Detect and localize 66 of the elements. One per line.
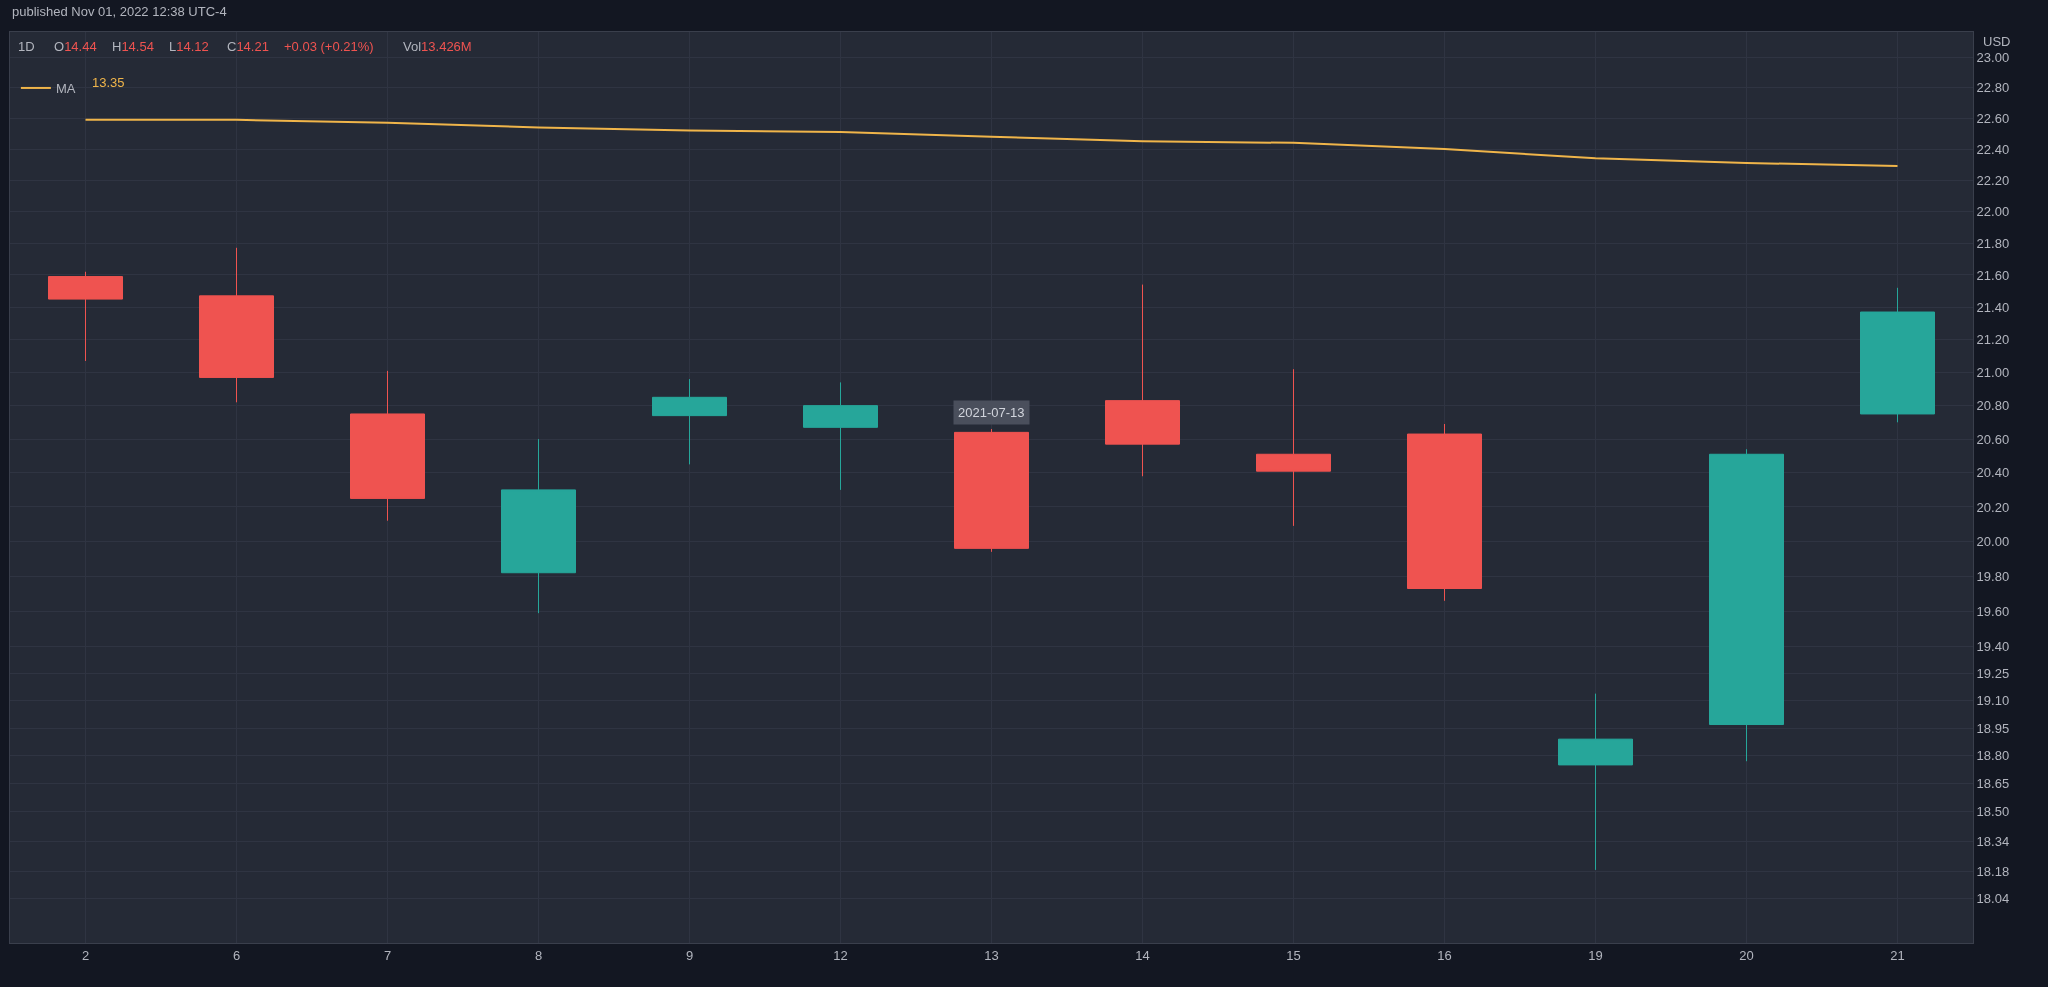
candlestick <box>48 271 123 362</box>
y-tick-label: 19.80 <box>1976 568 2010 584</box>
y-tick-label: 18.04 <box>1976 891 2010 907</box>
y-tick-label: 21.20 <box>1976 332 2010 348</box>
annotation: L14.12 <box>169 39 209 54</box>
y-tick-label: 20.00 <box>1976 533 2010 549</box>
x-tick-label: 20 <box>1739 947 1754 963</box>
legend-label: MA <box>55 81 76 97</box>
x-tick-label: 12 <box>833 947 848 963</box>
candlestick <box>1860 287 1935 423</box>
candlestick <box>1407 423 1482 602</box>
y-tick-label: 20.60 <box>1976 431 2010 447</box>
annotation: C14.21 <box>227 39 269 54</box>
y-tick-label: 21.80 <box>1976 235 2010 251</box>
y-tick-label: 18.80 <box>1976 748 2010 764</box>
annotation: 2021-07-13 <box>958 405 1025 420</box>
candlestick <box>199 247 274 403</box>
annotation: 13.35 <box>92 75 125 90</box>
annotation: O14.44 <box>54 39 97 54</box>
y-tick-label: 18.34 <box>1976 834 2010 850</box>
y-tick-label: 18.50 <box>1976 803 2010 819</box>
y-tick-label: 19.25 <box>1976 666 2010 682</box>
x-tick-label: 8 <box>534 947 543 963</box>
y-tick-label: 22.40 <box>1976 141 2010 157</box>
candlestick <box>1558 693 1633 871</box>
x-tick-label: 13 <box>984 947 999 963</box>
candlestick <box>803 381 878 491</box>
y-tick-label: 20.80 <box>1976 398 2010 414</box>
candlestick <box>1256 368 1331 527</box>
y-tick-label: 18.95 <box>1976 720 2010 736</box>
x-tick-label: 2 <box>81 947 90 963</box>
candlestick <box>1105 284 1180 477</box>
y-axis-title: USD <box>1983 34 2011 49</box>
y-tick-label: 21.00 <box>1976 365 2010 381</box>
y-tick-label: 19.60 <box>1976 603 2010 619</box>
y-tick-label: 22.80 <box>1976 80 2010 96</box>
candlestick <box>350 370 425 522</box>
y-tick-label: 22.00 <box>1976 203 2010 219</box>
y-tick-label: 21.60 <box>1976 267 2010 283</box>
y-tick-label: 18.18 <box>1976 864 2010 880</box>
annotation: H14.54 <box>112 39 154 54</box>
y-tick-label: 19.10 <box>1976 693 2010 709</box>
y-tick-label: 22.60 <box>1976 110 2010 126</box>
annotation: Vol13.426M <box>403 39 472 54</box>
x-tick-label: 21 <box>1890 947 1905 963</box>
candlestick <box>501 438 576 614</box>
y-tick-label: 20.20 <box>1976 499 2010 515</box>
annotation: +0.03 (+0.21%) <box>284 39 374 54</box>
y-tick-label: 18.65 <box>1976 775 2010 791</box>
x-tick-label: 15 <box>1286 947 1301 963</box>
y-tick-label: 23.00 <box>1976 50 2010 66</box>
x-tick-label: 16 <box>1437 947 1452 963</box>
y-tick-label: 22.20 <box>1976 172 2010 188</box>
y-tick-label: 20.40 <box>1976 465 2010 481</box>
candlestick <box>652 378 727 465</box>
text: 1D <box>18 39 35 54</box>
y-tick-label: 19.40 <box>1976 639 2010 655</box>
candlestick <box>954 428 1029 553</box>
x-tick-label: 7 <box>383 947 392 963</box>
x-tick-label: 6 <box>232 947 241 963</box>
x-tick-label: 19 <box>1588 947 1603 963</box>
text: published Nov 01, 2022 12:38 UTC-4 <box>12 4 227 19</box>
y-tick-label: 21.40 <box>1976 299 2010 315</box>
x-tick-label: 9 <box>685 947 694 963</box>
x-tick-label: 14 <box>1135 947 1150 963</box>
line-series <box>84 118 1899 168</box>
